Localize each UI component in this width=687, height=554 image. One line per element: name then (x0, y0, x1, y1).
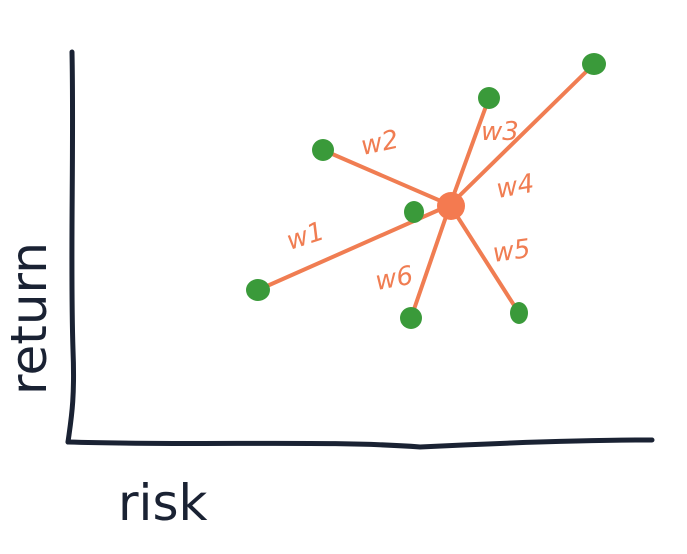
edge-w5 (448, 203, 521, 315)
edge-w3 (448, 96, 491, 207)
y-axis (65, 49, 77, 445)
asset-point-7 (404, 201, 424, 223)
weight-label-w2: w2 (358, 125, 401, 162)
weight-label-w5: w5 (491, 234, 533, 269)
x-axis-label: risk (118, 474, 207, 532)
asset-point-6 (400, 307, 422, 329)
asset-point-5 (510, 302, 528, 324)
portfolio-point (437, 192, 465, 220)
asset-point-3 (478, 87, 500, 109)
edge-w4 (448, 62, 596, 207)
x-axis (65, 437, 655, 450)
weight-label-w4: w4 (494, 169, 536, 205)
asset-point-4 (582, 53, 606, 75)
edge-w2 (321, 148, 452, 207)
weight-label-w1: w1 (283, 216, 328, 256)
edge-w6 (409, 203, 452, 320)
y-axis-label: return (0, 242, 58, 395)
asset-point-1 (246, 279, 270, 301)
weight-label-w3: w3 (481, 117, 519, 147)
weight-label-w6: w6 (373, 261, 415, 297)
asset-point-2 (312, 139, 334, 161)
